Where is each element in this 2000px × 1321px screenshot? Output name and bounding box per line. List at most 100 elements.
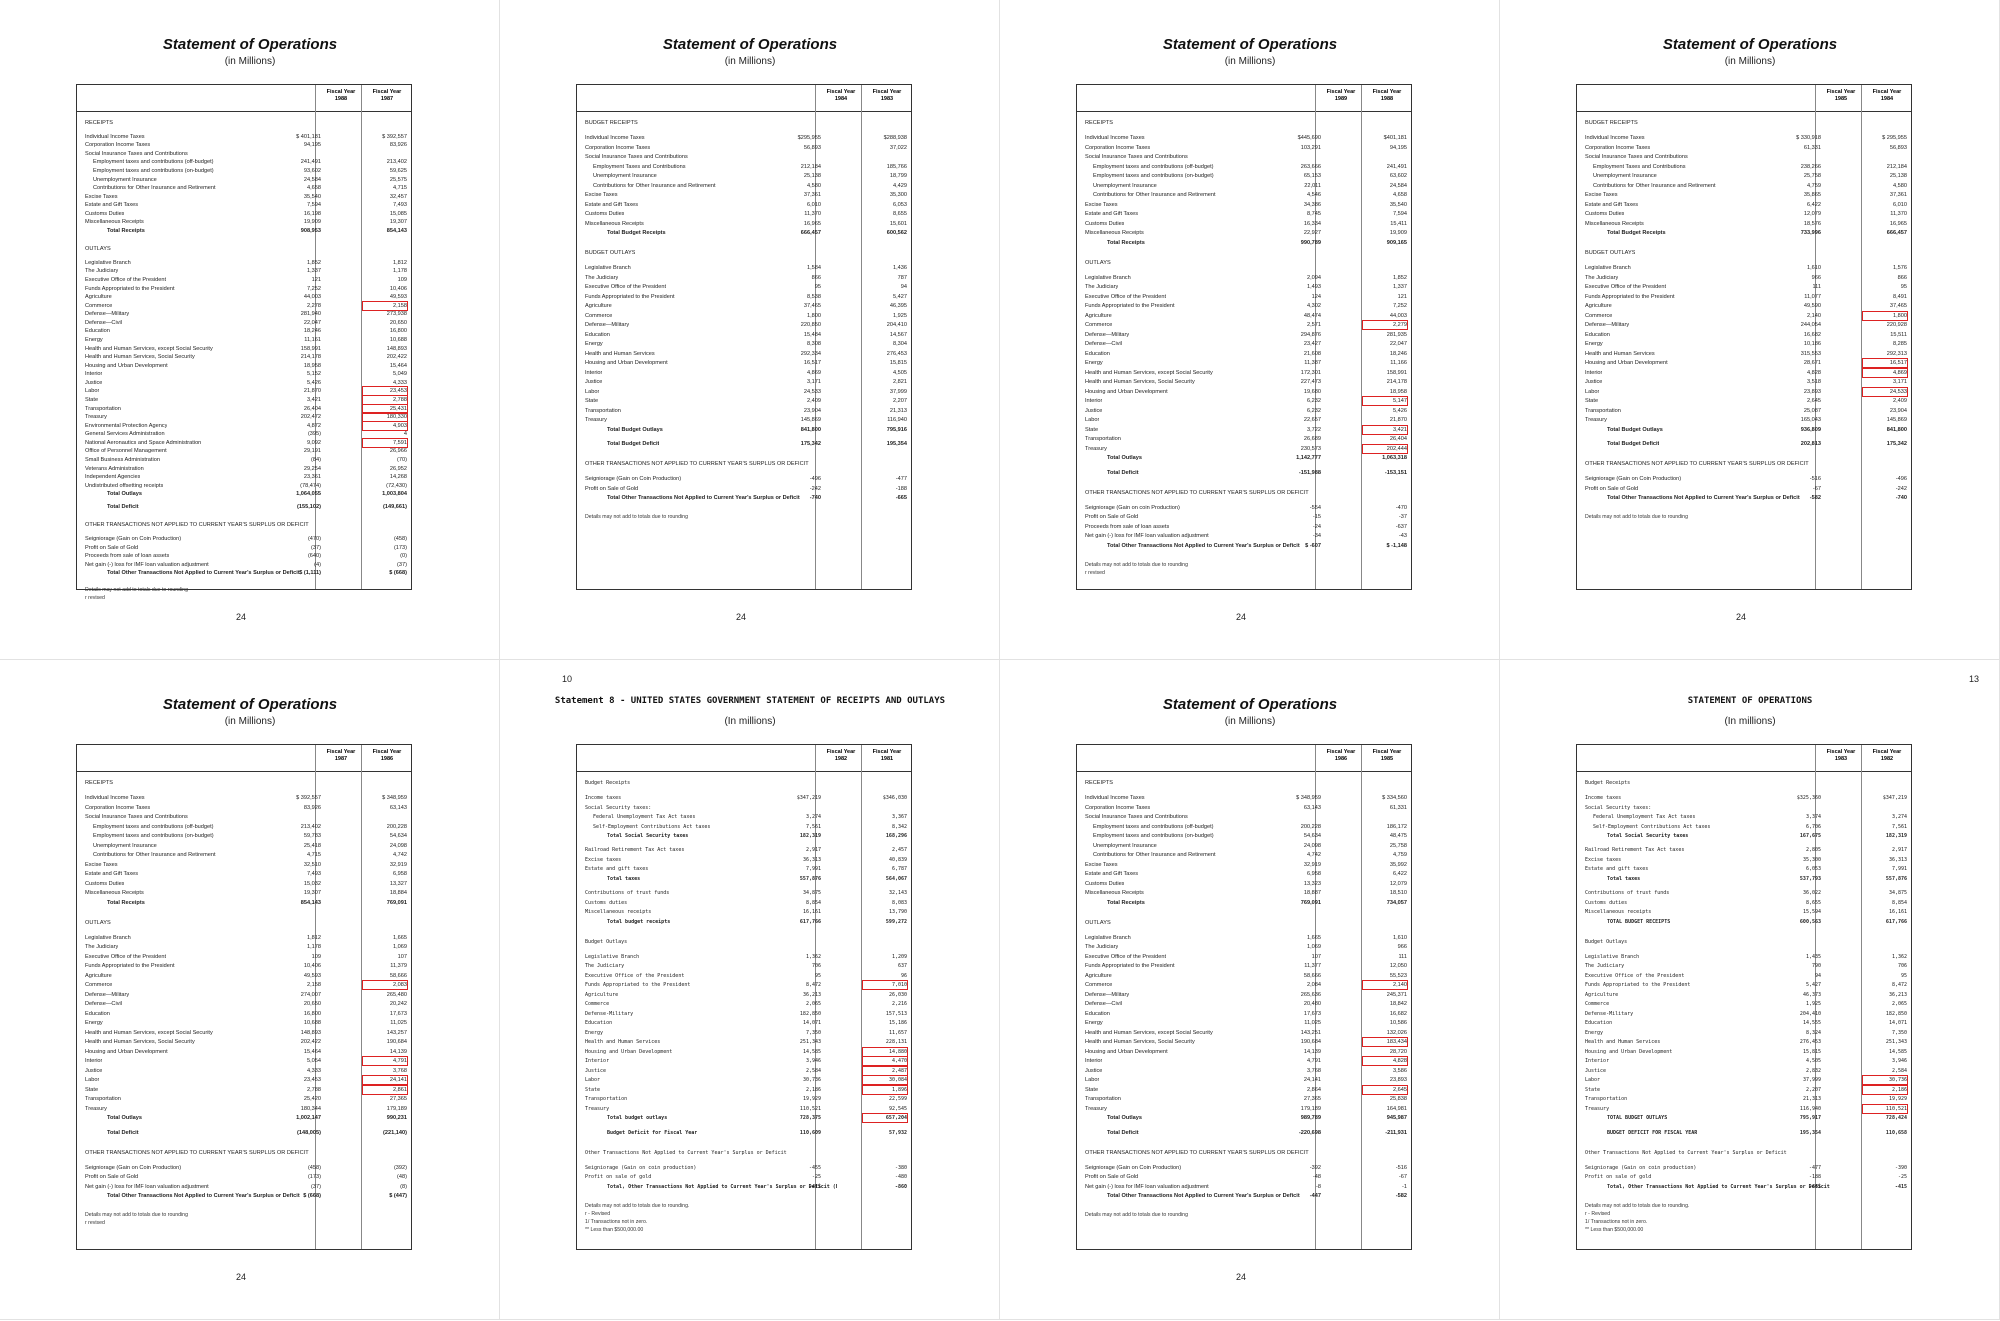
column-rule <box>861 85 862 589</box>
row-label: Justice <box>1585 1067 1607 1074</box>
value-cell: (4) <box>314 561 321 568</box>
value-cell: 14,585 <box>1888 1048 1907 1055</box>
table-row: Funds Appropriated to the President 8,538… <box>585 293 907 301</box>
value-cell: 1,178 <box>307 944 321 951</box>
value-cell: -37 <box>1398 514 1407 521</box>
value-cell: 29,191 <box>303 448 321 455</box>
value-cell: 8,491 <box>1893 293 1907 300</box>
value-cell: (37) <box>311 1183 321 1190</box>
value-cell: 116,940 <box>1799 1105 1821 1112</box>
value-cell: 1,925 <box>1805 1001 1821 1008</box>
value-cell: 637 <box>897 963 907 970</box>
value-cell: 23,893 <box>1389 1077 1407 1084</box>
document-page: Statement of Operations (in Millions) 24 Fi… <box>1000 660 1500 1320</box>
row-label: The Judiciary <box>1085 944 1119 951</box>
table-row: Interior 5,054 4,791 <box>85 1056 408 1067</box>
row-label: Labor <box>585 388 600 395</box>
value-cell: 12,079 <box>1803 211 1821 218</box>
row-label: Defense—Civil <box>1085 341 1122 348</box>
row-label: Defense—Military <box>85 991 130 998</box>
value-cell: 4,791 <box>1307 1058 1321 1065</box>
table-row: Justice 4,333 3,768 <box>85 1067 407 1075</box>
value-cell: 54,634 <box>389 833 407 840</box>
table-row: Health and Human Services, except Social… <box>85 345 407 353</box>
value-cell: 55,523 <box>1389 972 1407 979</box>
value-cell: -392 <box>1309 1164 1321 1171</box>
table-row: Undistributed offsetting receipts (78,474… <box>85 482 407 490</box>
value-cell: 599,272 <box>885 918 907 925</box>
table-row: Health and Human Services, except Social… <box>1085 369 1407 377</box>
row-label: Total Other Transactions Not Applied to … <box>107 570 300 577</box>
row-label: Miscellaneous Receipts <box>85 890 144 897</box>
value-cell: 15,815 <box>1802 1048 1821 1055</box>
table-row: Funds Appropriated to the President 10,40… <box>85 962 407 970</box>
value-cell: 40,839 <box>888 856 907 863</box>
table-row: Total taxes 537,793 557,876 <box>1585 875 1907 883</box>
table-row: Social Insurance Taxes and Contributions <box>1085 813 1405 821</box>
row-label: Unemployment Insurance <box>1593 173 1657 180</box>
value-cell: 36,313 <box>1888 856 1907 863</box>
value-cell: 1,800 <box>1862 310 1908 321</box>
row-label: Contributions for Other Insurance and Re… <box>593 182 716 189</box>
footnote: Details may not add to totals due to rou… <box>85 1212 188 1219</box>
value-cell: 94,195 <box>1389 144 1407 151</box>
value-cell: 2,065 <box>1891 1001 1907 1008</box>
row-label: Profit on Sale of Gold <box>1585 485 1639 492</box>
value-cell: -153,151 <box>1384 469 1407 476</box>
row-label: Miscellaneous Receipts <box>85 219 144 226</box>
row-label: Total Budget Receipts <box>1607 230 1666 237</box>
value-cell: 841,800 <box>1886 426 1907 433</box>
value-cell: 734,057 <box>1386 899 1407 906</box>
table-row: Executive Office of the President 95 96 <box>585 972 907 980</box>
table-row: Social Security taxes: <box>585 804 905 812</box>
row-label: Interior <box>85 371 103 378</box>
table-row: Total Deficit -151,988 -153,151 <box>1085 469 1407 477</box>
value-cell: 6,232 <box>1307 398 1321 405</box>
row-label: Small Business Administration <box>85 457 160 464</box>
document-page: Statement of Operations (in Millions) 24 Fi… <box>500 0 1000 660</box>
value-cell: 8,304 <box>893 341 907 348</box>
value-cell: 7,350 <box>805 1029 821 1036</box>
table-row: Interior 6,232 5,147 <box>1085 396 1408 407</box>
value-cell: 165,043 <box>1800 417 1821 424</box>
row-label: Agriculture <box>85 294 112 301</box>
value-cell: 15,464 <box>389 362 407 369</box>
table-row: Total Other Transactions Not Applied to … <box>585 494 907 502</box>
value-cell: $347,219 <box>796 795 821 802</box>
row-label: Total budget outlays <box>607 1115 668 1122</box>
table-row: Corporation Income Taxes 61,331 56,893 <box>1585 144 1907 152</box>
row-label: Profit on Sale of Gold <box>1085 514 1139 521</box>
row-label: Defense-Military <box>585 1010 634 1017</box>
table-row: Energy 10,186 8,285 <box>1585 340 1907 348</box>
row-label: Federal Unemployment Tax Act taxes <box>593 814 696 821</box>
value-cell: $ -607 <box>1305 542 1321 549</box>
value-cell: 49,593 <box>303 972 321 979</box>
value-cell: 49,590 <box>1803 303 1821 310</box>
value-cell: 557,876 <box>1885 875 1907 882</box>
column-rule <box>1315 85 1316 589</box>
value-cell: 841,800 <box>800 426 821 433</box>
footnote: r revised <box>85 595 105 602</box>
row-label: Commerce <box>1085 982 1113 989</box>
page-subtitle: (In millions) <box>1724 716 1776 727</box>
row-label: Miscellaneous receipts <box>1585 909 1652 916</box>
value-cell: 2,917 <box>805 847 821 854</box>
value-cell: 8,324 <box>1805 1029 1821 1036</box>
page-subtitle: (in Millions) <box>1224 56 1276 67</box>
value-cell: 61,331 <box>1803 144 1821 151</box>
table-row: Contributions for Other Insurance and Re… <box>85 184 407 192</box>
value-cell: 5,427 <box>1805 982 1821 989</box>
value-cell: 6,422 <box>1393 871 1407 878</box>
table-row: Customs Duties 16,198 15,085 <box>85 210 407 218</box>
value-cell: 1,209 <box>891 953 907 960</box>
value-cell: 14,139 <box>389 1048 407 1055</box>
value-cell: 13,323 <box>1303 880 1321 887</box>
row-label: Labor <box>85 388 100 395</box>
row-label: Corporation Income Taxes <box>1085 804 1151 811</box>
value-cell: 14,567 <box>889 331 907 338</box>
value-cell: 37,465 <box>803 303 821 310</box>
row-label: State <box>585 398 599 405</box>
value-cell: 989,789 <box>1300 1115 1321 1122</box>
value-cell: 22,047 <box>1389 341 1407 348</box>
row-label: The Judiciary <box>585 963 625 970</box>
